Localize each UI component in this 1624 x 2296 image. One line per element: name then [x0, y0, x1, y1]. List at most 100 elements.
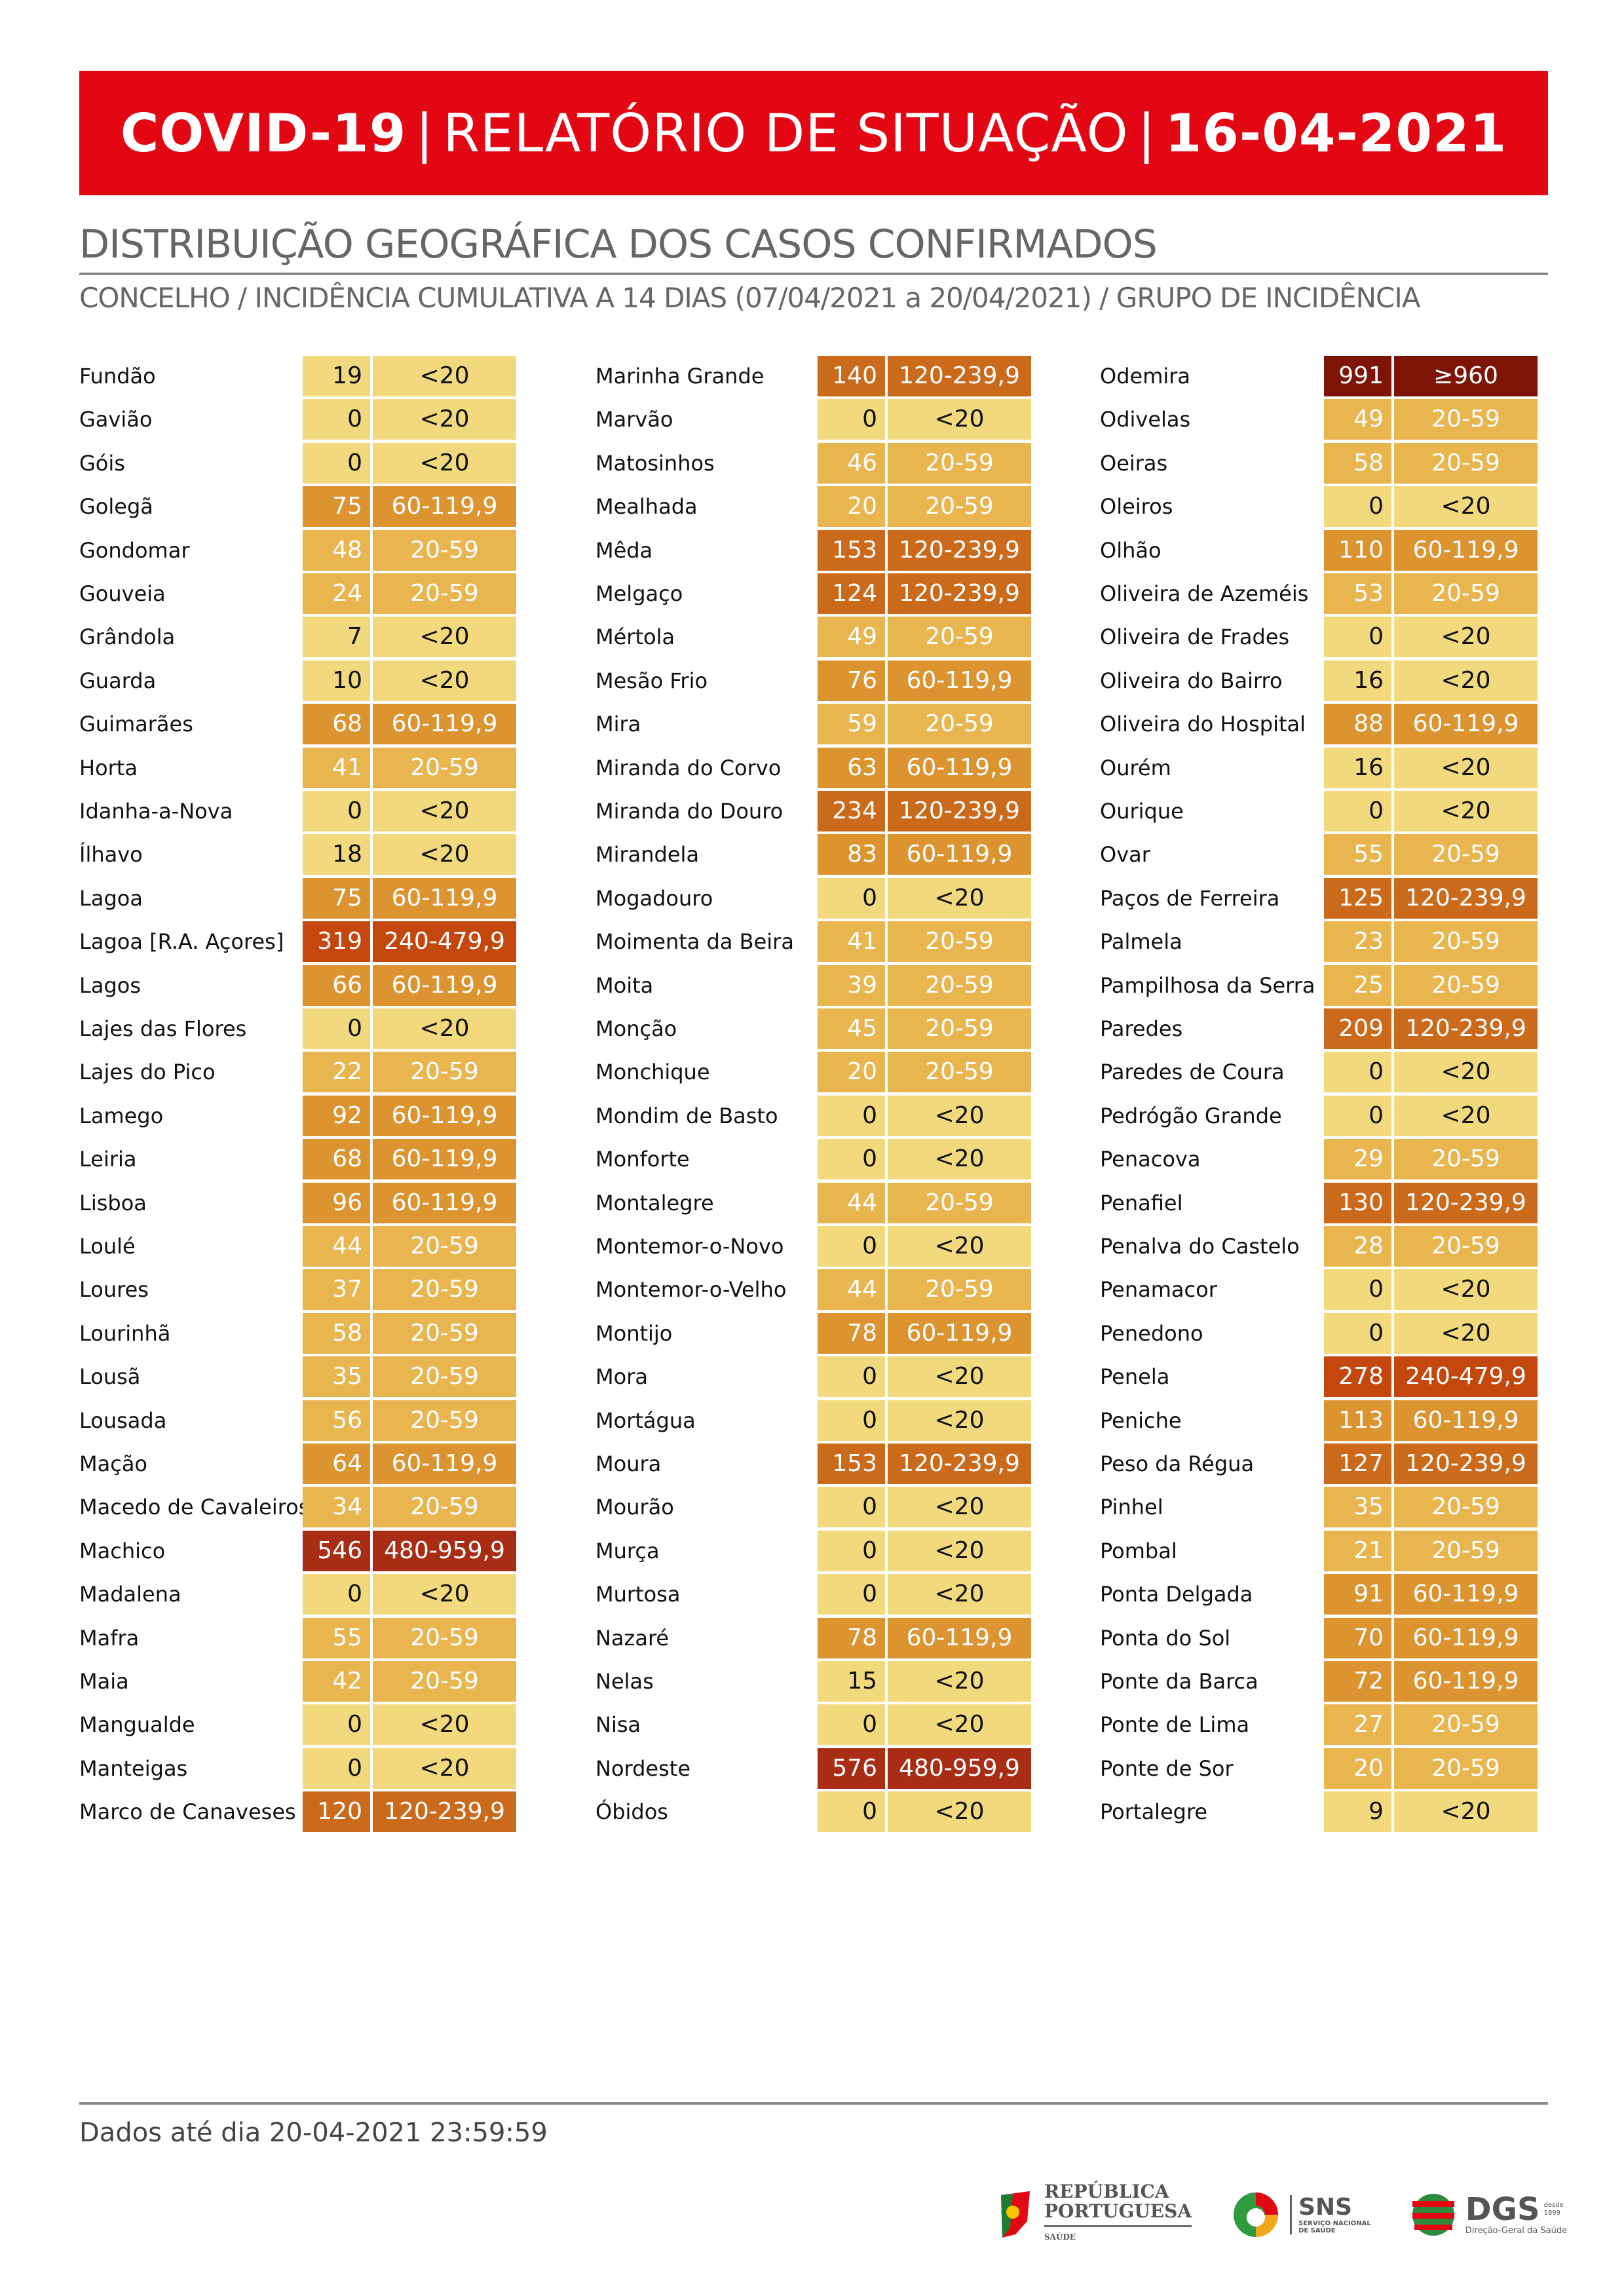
municipality-name: Montemor-o-Novo — [595, 1234, 784, 1259]
dgs-globe-icon — [1412, 2193, 1454, 2236]
incidence-group: 240-479,9 — [1394, 1356, 1538, 1398]
incidence-value: 35 — [303, 1356, 370, 1398]
incidence-group: 60-119,9 — [888, 1312, 1031, 1354]
header-covid: COVID-19 — [120, 102, 407, 164]
incidence-value: 0 — [303, 791, 370, 832]
incidence-value: 58 — [1324, 442, 1391, 484]
incidence-value: 91 — [1324, 1574, 1391, 1615]
incidence-value: 0 — [303, 1574, 370, 1615]
municipality-name: Marinha Grande — [595, 364, 765, 389]
incidence-group: 20-59 — [373, 1052, 516, 1093]
incidence-group: 20-59 — [1394, 1748, 1538, 1789]
incidence-value: 153 — [818, 1444, 885, 1484]
incidence-group: <20 — [1394, 1791, 1538, 1833]
municipality-name: Melgaço — [595, 581, 683, 606]
logo-text: SNS — [1298, 2193, 1353, 2221]
incidence-group: <20 — [1394, 1052, 1538, 1093]
municipality-name: Miranda do Douro — [595, 799, 784, 824]
municipality-name: Macedo de Cavaleiros — [79, 1495, 310, 1520]
municipality-name: Peso da Régua — [1100, 1451, 1255, 1476]
incidence-value: 88 — [1324, 704, 1391, 745]
incidence-value: 0 — [303, 1748, 370, 1789]
incidence-group: 60-119,9 — [373, 877, 516, 919]
incidence-value: 37 — [303, 1269, 370, 1311]
incidence-group: <20 — [373, 834, 516, 875]
incidence-group: <20 — [1394, 791, 1538, 832]
footer-divider — [79, 2102, 1548, 2105]
municipality-name: Montijo — [595, 1320, 673, 1346]
incidence-value: 29 — [1324, 1139, 1391, 1180]
municipality-name: Pedrógão Grande — [1100, 1103, 1282, 1128]
incidence-group: 60-119,9 — [1394, 1661, 1538, 1702]
incidence-value: 49 — [1324, 399, 1391, 440]
municipality-name: Mafra — [79, 1625, 140, 1651]
incidence-value: 0 — [1324, 617, 1391, 658]
incidence-value: 7 — [303, 617, 370, 658]
incidence-value: 35 — [1324, 1487, 1391, 1528]
incidence-group: <20 — [373, 660, 516, 701]
incidence-group: 20-59 — [1394, 965, 1538, 1006]
incidence-group: <20 — [373, 1704, 516, 1746]
incidence-group: 120-239,9 — [373, 1791, 516, 1833]
municipality-name: Moita — [595, 972, 654, 998]
incidence-group: 60-119,9 — [1394, 704, 1538, 745]
municipality-name: Monção — [595, 1016, 677, 1041]
section-subtitle: CONCELHO / INCIDÊNCIA CUMULATIVA A 14 DI… — [79, 282, 1420, 314]
municipality-name: Lousada — [79, 1407, 167, 1433]
incidence-value: 15 — [818, 1661, 885, 1702]
logo-text: 1899 — [1543, 2210, 1561, 2217]
incidence-value: 59 — [818, 704, 885, 745]
municipality-name: Oliveira de Azeméis — [1100, 581, 1309, 606]
incidence-group: 20-59 — [373, 1356, 516, 1398]
incidence-value: 0 — [818, 1356, 885, 1398]
incidence-group: <20 — [888, 1139, 1031, 1180]
logo-text: REPÚBLICA — [1044, 2181, 1169, 2202]
incidence-value: 0 — [818, 877, 885, 919]
incidence-value: 72 — [1324, 1661, 1391, 1702]
incidence-value: 110 — [1324, 529, 1391, 571]
incidence-group: 120-239,9 — [888, 791, 1031, 832]
incidence-group: 20-59 — [1394, 1487, 1538, 1528]
incidence-group: <20 — [888, 1704, 1031, 1746]
municipality-name: Mêda — [595, 537, 653, 563]
incidence-group: 20-59 — [1394, 1226, 1538, 1267]
incidence-value: 28 — [1324, 1226, 1391, 1267]
incidence-value: 140 — [818, 356, 885, 396]
incidence-value: 0 — [303, 442, 370, 484]
incidence-value: 24 — [303, 573, 370, 614]
municipality-name: Ponte de Sor — [1100, 1755, 1234, 1781]
municipality-name: Odemira — [1100, 364, 1191, 389]
incidence-value: 20 — [818, 486, 885, 527]
incidence-group: <20 — [373, 1008, 516, 1049]
municipality-name: Paços de Ferreira — [1100, 885, 1280, 911]
incidence-group: 120-239,9 — [1394, 877, 1538, 919]
incidence-group: <20 — [888, 1530, 1031, 1571]
incidence-value: 41 — [818, 921, 885, 963]
municipality-name: Nelas — [595, 1669, 654, 1694]
incidence-group: 20-59 — [373, 1487, 516, 1528]
incidence-value: 83 — [818, 834, 885, 875]
incidence-value: 209 — [1324, 1008, 1391, 1049]
municipality-name: Penela — [1100, 1364, 1170, 1390]
incidence-group: <20 — [888, 877, 1031, 919]
incidence-group: <20 — [1394, 660, 1538, 701]
incidence-value: 22 — [303, 1052, 370, 1093]
municipality-name: Ovar — [1100, 842, 1150, 868]
incidence-value: 0 — [1324, 791, 1391, 832]
incidence-group: 20-59 — [1394, 1530, 1538, 1571]
incidence-group: <20 — [1394, 1312, 1538, 1354]
incidence-value: 21 — [1324, 1530, 1391, 1571]
municipality-name: Portalegre — [1100, 1799, 1208, 1825]
incidence-group: <20 — [1394, 747, 1538, 788]
header-separator: | — [1137, 102, 1156, 164]
municipality-name: Marvão — [595, 407, 673, 432]
incidence-value: 23 — [1324, 921, 1391, 963]
incidence-value: 125 — [1324, 877, 1391, 919]
report-header: COVID-19 | RELATÓRIO DE SITUAÇÃO | 16-04… — [79, 71, 1548, 195]
incidence-value: 546 — [303, 1530, 370, 1571]
incidence-group: 120-239,9 — [888, 1444, 1031, 1484]
incidence-value: 96 — [303, 1182, 370, 1223]
incidence-group: 60-119,9 — [373, 704, 516, 745]
incidence-group: <20 — [1394, 1269, 1538, 1311]
incidence-value: 0 — [818, 1400, 885, 1441]
